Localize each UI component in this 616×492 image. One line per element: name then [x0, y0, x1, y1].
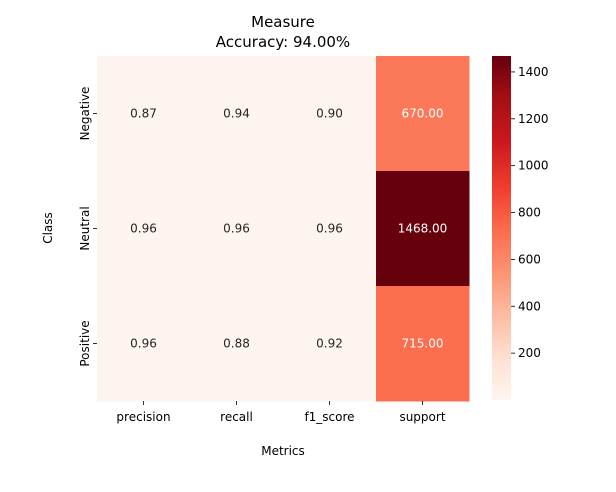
colorbar [492, 56, 511, 400]
y-tick-label: Neutral [78, 206, 92, 250]
heatmap-cell [283, 56, 377, 172]
colorbar-tick-label: 200 [518, 346, 541, 360]
cell-value-label: 0.96 [223, 222, 250, 236]
y-tick-label: Positive [78, 320, 92, 366]
colorbar-tick-label: 1000 [518, 159, 549, 173]
cell-value-label: 0.94 [223, 107, 250, 121]
heatmap-cell-labels: 0.87 0.94 0.90 670.00 0.96 0.96 0.96 1468.00 0.9… [130, 107, 447, 351]
cell-value-label: 670.00 [402, 107, 444, 121]
heatmap-cell [376, 171, 470, 287]
x-axis: precision recall f1_score support [116, 401, 446, 424]
cell-value-label: 0.92 [316, 337, 343, 351]
heatmap-cell [190, 286, 284, 402]
x-tick-label: precision [116, 410, 170, 424]
heatmap-cell [376, 286, 470, 402]
heatmap-cell [190, 171, 284, 287]
x-tick-label: support [399, 410, 445, 424]
cell-value-label: 0.96 [130, 222, 157, 236]
y-axis: Negative Neutral Positive [78, 87, 97, 367]
heatmap-cell [97, 286, 191, 402]
heatmap-cell [283, 171, 377, 287]
heatmap-cell [97, 171, 191, 287]
chart-subtitle: Accuracy: 94.00% [216, 33, 350, 51]
colorbar-tick-label: 1400 [518, 65, 549, 79]
y-axis-label: Class [41, 212, 55, 244]
heatmap-cell [97, 56, 191, 172]
cell-value-label: 0.96 [316, 222, 343, 236]
colorbar-tick-label: 600 [518, 252, 541, 266]
cell-value-label: 0.96 [130, 337, 157, 351]
x-axis-label: Metrics [261, 444, 305, 458]
heatmap-cell [283, 286, 377, 402]
heatmap-cell [376, 56, 470, 172]
colorbar-tick-label: 1200 [518, 112, 549, 126]
cell-value-label: 0.88 [223, 337, 250, 351]
cell-value-label: 0.87 [130, 107, 157, 121]
chart-title: Measure [251, 13, 315, 31]
heatmap-cell [190, 56, 284, 172]
colorbar-tick-label: 800 [518, 206, 541, 220]
heatmap-cells [97, 56, 470, 402]
cell-value-label: 1468.00 [398, 222, 448, 236]
cell-value-label: 715.00 [402, 337, 444, 351]
colorbar-axis: 200 400 600 800 1000 1200 1400 [511, 65, 549, 360]
colorbar-tick-label: 400 [518, 299, 541, 313]
cell-value-label: 0.90 [316, 107, 343, 121]
x-tick-label: f1_score [304, 410, 354, 424]
y-tick-label: Negative [78, 87, 92, 141]
x-tick-label: recall [220, 410, 253, 424]
